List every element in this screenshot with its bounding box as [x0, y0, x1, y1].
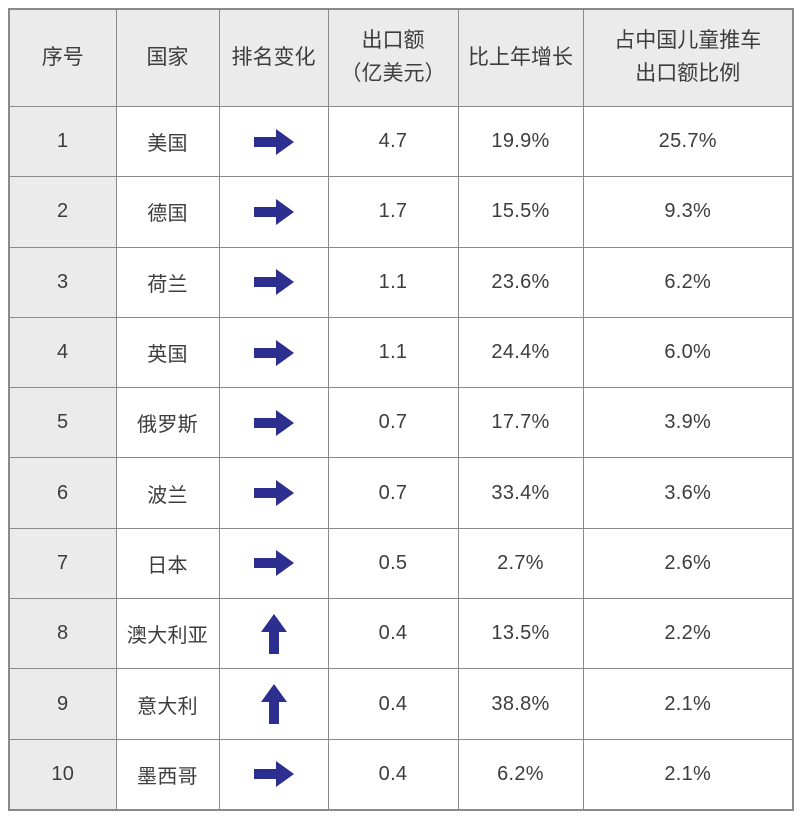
col-header-rank: 序号: [8, 8, 117, 107]
trend-arrow-icon: [252, 401, 296, 445]
col-header-rank-label: 序号: [41, 45, 84, 69]
trend-cell: [218, 457, 329, 529]
trend-arrow-icon: [252, 331, 296, 375]
header-row: 序号 国家 排名变化 出口额 （亿美元） 比上年增长 占中国儿童推车 出口额比例: [8, 8, 794, 107]
col-header-share-label: 占中国儿童推车: [614, 29, 762, 53]
rank-cell: 4: [8, 316, 117, 389]
table-row: 9 意大利 0.4 38.8% 2.1%: [8, 668, 794, 740]
country-cell: 英国: [115, 316, 220, 389]
table-row: 5 俄罗斯 0.7 17.7% 3.9%: [8, 387, 794, 459]
country-cell: 美国: [115, 105, 220, 178]
trend-arrow-icon: [252, 541, 296, 585]
trend-cell: [218, 246, 329, 318]
share-cell: 6.0%: [582, 316, 794, 389]
trend-arrow-icon: [252, 471, 296, 515]
country-cell: 波兰: [115, 457, 220, 529]
yoy-growth-cell: 17.7%: [457, 387, 584, 459]
country-cell: 德国: [115, 176, 220, 248]
rank-cell: 8: [8, 598, 117, 670]
yoy-growth-cell: 33.4%: [457, 457, 584, 529]
col-header-yoy-growth: 比上年增长: [457, 8, 584, 107]
table-row: 10 墨西哥 0.4 6.2% 2.1%: [8, 738, 794, 811]
trend-arrow-icon: [252, 612, 296, 656]
export-value-cell: 0.7: [327, 457, 459, 529]
country-cell: 澳大利亚: [115, 598, 220, 670]
trend-cell: [218, 176, 329, 248]
trend-cell: [218, 598, 329, 670]
share-cell: 9.3%: [582, 176, 794, 248]
stroller-export-table: 序号 国家 排名变化 出口额 （亿美元） 比上年增长 占中国儿童推车 出口额比例 1…: [8, 8, 794, 811]
rank-cell: 6: [8, 457, 117, 529]
table-row: 2 德国 1.7 15.5% 9.3%: [8, 176, 794, 248]
rank-cell: 1: [8, 105, 117, 178]
trend-arrow-icon: [252, 752, 296, 796]
table-row: 1 美国 4.7 19.9% 25.7%: [8, 105, 794, 178]
country-cell: 日本: [115, 527, 220, 600]
share-cell: 3.9%: [582, 387, 794, 459]
col-header-share: 占中国儿童推车 出口额比例: [582, 8, 794, 107]
rank-cell: 2: [8, 176, 117, 248]
yoy-growth-cell: 24.4%: [457, 316, 584, 389]
col-header-yoy-growth-label: 比上年增长: [468, 45, 573, 69]
country-cell: 墨西哥: [115, 738, 220, 811]
yoy-growth-cell: 23.6%: [457, 246, 584, 318]
share-cell: 3.6%: [582, 457, 794, 529]
trend-arrow-icon: [252, 120, 296, 164]
trend-arrow-icon: [252, 190, 296, 234]
rank-cell: 5: [8, 387, 117, 459]
trend-arrow-icon: [252, 682, 296, 726]
rank-cell: 7: [8, 527, 117, 600]
country-cell: 意大利: [115, 668, 220, 740]
table-row: 3 荷兰 1.1 23.6% 6.2%: [8, 246, 794, 318]
country-cell: 俄罗斯: [115, 387, 220, 459]
col-header-export-value: 出口额 （亿美元）: [327, 8, 459, 107]
share-cell: 25.7%: [582, 105, 794, 178]
trend-cell: [218, 387, 329, 459]
export-value-cell: 4.7: [327, 105, 459, 178]
trend-cell: [218, 105, 329, 178]
yoy-growth-cell: 38.8%: [457, 668, 584, 740]
country-cell: 荷兰: [115, 246, 220, 318]
col-header-rank-change-label: 排名变化: [231, 45, 316, 69]
export-value-cell: 1.1: [327, 246, 459, 318]
trend-arrow-icon: [252, 260, 296, 304]
rank-cell: 9: [8, 668, 117, 740]
col-header-export-value-label: 出口额: [361, 29, 425, 53]
trend-cell: [218, 527, 329, 600]
col-header-country-label: 国家: [146, 45, 189, 69]
table-body: 1 美国 4.7 19.9% 25.7% 2 德国 1.7 15.5% 9.3%…: [8, 105, 794, 811]
export-value-cell: 0.5: [327, 527, 459, 600]
export-value-cell: 1.7: [327, 176, 459, 248]
table-row: 8 澳大利亚 0.4 13.5% 2.2%: [8, 598, 794, 670]
col-header-country: 国家: [115, 8, 220, 107]
yoy-growth-cell: 13.5%: [457, 598, 584, 670]
trend-cell: [218, 738, 329, 811]
table-row: 6 波兰 0.7 33.4% 3.6%: [8, 457, 794, 529]
share-cell: 2.1%: [582, 668, 794, 740]
trend-cell: [218, 668, 329, 740]
table-header: 序号 国家 排名变化 出口额 （亿美元） 比上年增长 占中国儿童推车 出口额比例: [8, 8, 794, 107]
export-value-cell: 0.4: [327, 598, 459, 670]
rank-cell: 10: [8, 738, 117, 811]
share-cell: 2.1%: [582, 738, 794, 811]
table-row: 4 英国 1.1 24.4% 6.0%: [8, 316, 794, 389]
yoy-growth-cell: 2.7%: [457, 527, 584, 600]
export-value-cell: 0.7: [327, 387, 459, 459]
export-value-cell: 1.1: [327, 316, 459, 389]
yoy-growth-cell: 15.5%: [457, 176, 584, 248]
export-value-cell: 0.4: [327, 738, 459, 811]
col-header-rank-change: 排名变化: [218, 8, 329, 107]
share-cell: 2.2%: [582, 598, 794, 670]
share-cell: 6.2%: [582, 246, 794, 318]
yoy-growth-cell: 19.9%: [457, 105, 584, 178]
rank-cell: 3: [8, 246, 117, 318]
trend-cell: [218, 316, 329, 389]
share-cell: 2.6%: [582, 527, 794, 600]
table-row: 7 日本 0.5 2.7% 2.6%: [8, 527, 794, 600]
export-value-cell: 0.4: [327, 668, 459, 740]
yoy-growth-cell: 6.2%: [457, 738, 584, 811]
